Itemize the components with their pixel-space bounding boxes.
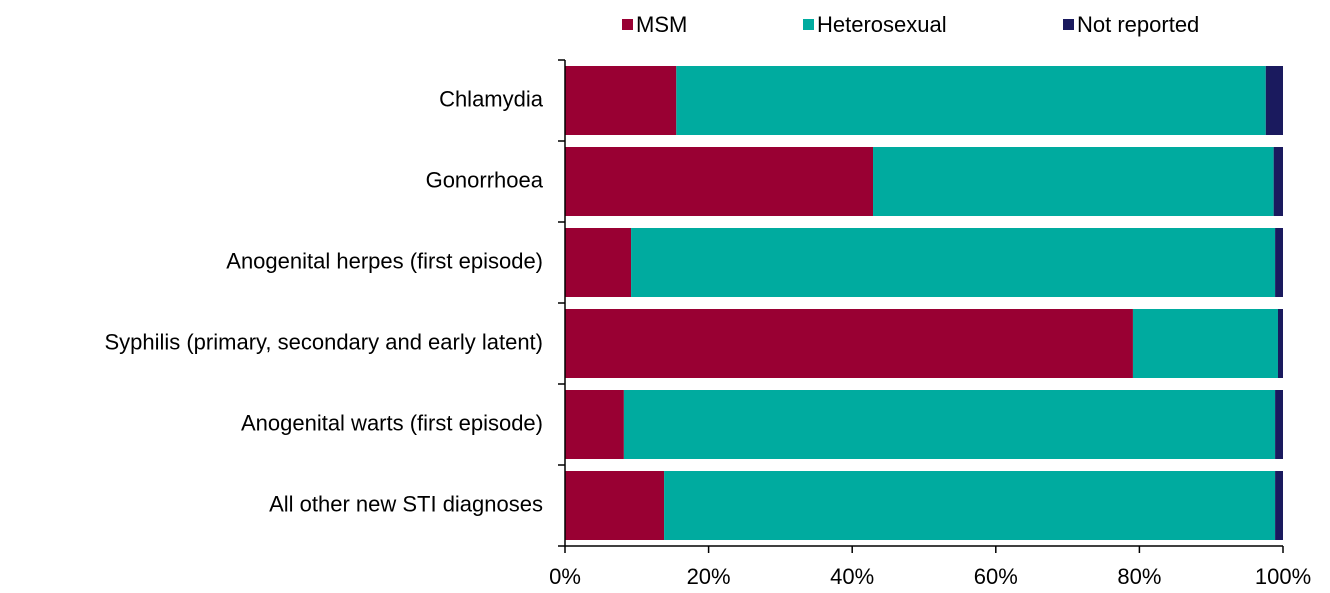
bar-segment [1275, 228, 1283, 297]
bar-segment [1275, 390, 1283, 459]
legend-swatch [1063, 19, 1074, 30]
x-tick-label: 80% [1117, 564, 1161, 589]
x-tick-label: 60% [974, 564, 1018, 589]
bar-segment [664, 471, 1276, 540]
x-tick-label: 100% [1255, 564, 1311, 589]
bar-segment [873, 147, 1274, 216]
y-tick-label: Syphilis (primary, secondary and early l… [104, 329, 543, 354]
y-tick-label: Anogenital herpes (first episode) [226, 248, 543, 273]
bar-segment [1265, 66, 1283, 135]
bar-segment [676, 66, 1266, 135]
y-tick-label: Anogenital warts (first episode) [241, 410, 543, 435]
x-tick-label: 40% [830, 564, 874, 589]
bar-segment [1132, 309, 1278, 378]
bar-segment [565, 390, 624, 459]
legend-label: Not reported [1077, 12, 1199, 37]
bar-segment [1273, 147, 1283, 216]
y-tick-label: Gonorrhoea [426, 167, 544, 192]
bar-segment [565, 66, 677, 135]
legend-label: Heterosexual [817, 12, 947, 37]
y-tick-label: All other new STI diagnoses [269, 491, 543, 516]
bar-segment [1275, 471, 1283, 540]
x-tick-label: 20% [687, 564, 731, 589]
y-tick-label: Chlamydia [439, 86, 544, 111]
bar-segment [565, 309, 1133, 378]
bar-segment [1277, 309, 1283, 378]
bar-segment [565, 471, 665, 540]
bar-segment [565, 147, 874, 216]
legend-swatch [622, 19, 633, 30]
bar-segment [631, 228, 1276, 297]
bar-segment [623, 390, 1276, 459]
bar-segment [565, 228, 632, 297]
legend-swatch [803, 19, 814, 30]
x-tick-label: 0% [549, 564, 581, 589]
legend-label: MSM [636, 12, 687, 37]
